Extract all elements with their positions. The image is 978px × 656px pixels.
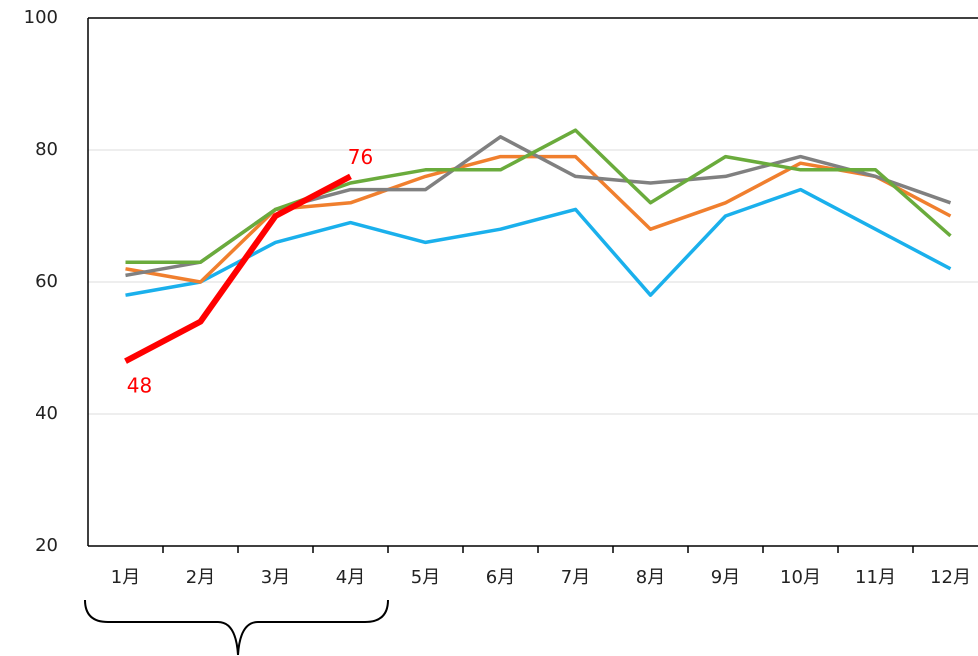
x-tick-label: 10月 [780, 567, 821, 588]
x-tick-label: 3月 [261, 567, 290, 588]
series-line [125, 187, 952, 297]
x-tick-label: 12月 [930, 567, 971, 588]
series-line [125, 128, 952, 264]
x-tick-label: 4月 [336, 567, 365, 588]
y-tick-label: 100 [24, 7, 58, 28]
y-tick-label: 20 [35, 535, 58, 556]
x-tick-label: 7月 [561, 567, 590, 588]
y-tick-label: 80 [35, 139, 58, 160]
data-label: 48 [127, 374, 152, 398]
x-tick-label: 1月 [111, 567, 140, 588]
data-label: 76 [348, 145, 373, 169]
y-tick-label: 60 [35, 271, 58, 292]
x-tick-label: 2月 [186, 567, 215, 588]
x-tick-label: 5月 [411, 567, 440, 588]
series-line [124, 173, 352, 364]
y-tick-label: 40 [35, 403, 58, 424]
x-tick-label: 11月 [855, 567, 896, 588]
x-tick-label: 9月 [711, 567, 740, 588]
x-tick-label: 8月 [636, 567, 665, 588]
x-tick-label: 6月 [486, 567, 515, 588]
bracket [84, 599, 389, 656]
